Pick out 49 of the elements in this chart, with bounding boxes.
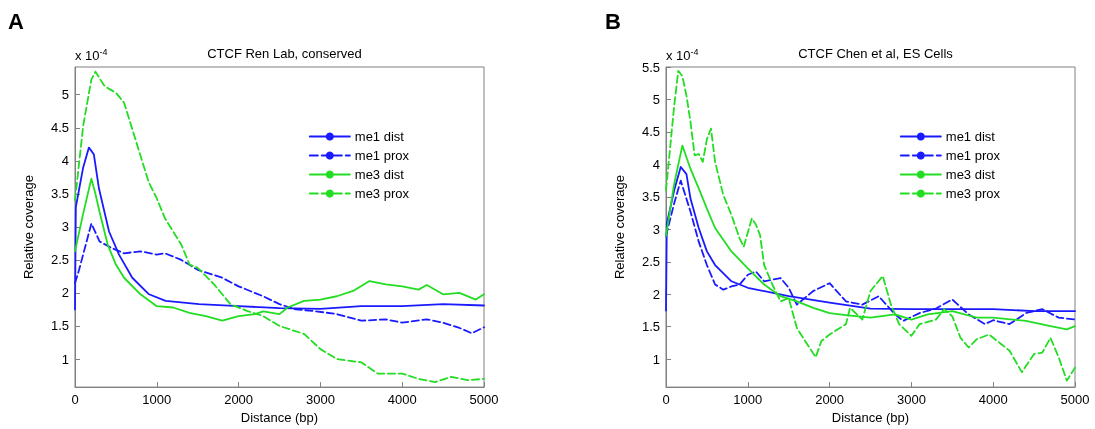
x-tick-label: 4000: [387, 392, 417, 408]
x-tick-label: 2000: [815, 392, 845, 408]
y-tick-label: 2: [61, 285, 69, 301]
y-tick-label: 4: [61, 153, 69, 169]
y-tick-label: 1: [61, 351, 69, 367]
y-tick-label: 5: [61, 87, 69, 103]
legend-label: me1 dist: [354, 129, 405, 144]
legend-label: me1 prox: [354, 148, 410, 163]
chart-title: CTCF Chen et al, ES Cells: [798, 46, 954, 61]
x-axis-title: Distance (bp): [240, 410, 319, 425]
y-tick-label: 1: [652, 351, 660, 367]
y-tick-label: 1.5: [50, 318, 69, 334]
y-axis-title: Relative coverage: [21, 175, 36, 280]
y-tick-label: 5.5: [641, 59, 660, 75]
y-tick-label: 4: [652, 156, 660, 172]
x-tick-label: 1000: [142, 392, 172, 408]
x-tick-label: 1000: [733, 392, 763, 408]
x-tick-label: 0: [71, 392, 79, 408]
y-tick-label: 3: [652, 221, 660, 237]
y-tick-label: 3.5: [641, 189, 660, 205]
x-axis-title: Distance (bp): [831, 410, 910, 425]
text: A: [8, 8, 24, 34]
x-tick-label: 3000: [305, 392, 335, 408]
legend-label: me3 dist: [354, 167, 405, 182]
x-tick-label: 4000: [978, 392, 1008, 408]
line-series: [665, 70, 1076, 382]
y-tick-label: 4.5: [641, 124, 660, 140]
legend-label: me3 prox: [945, 186, 1001, 201]
legend-label: me1 prox: [945, 148, 1001, 163]
x-tick-label: 0: [662, 392, 670, 408]
legend-label: me1 dist: [945, 129, 996, 144]
y-axis-title: Relative coverage: [612, 175, 627, 280]
x-tick-label: 3000: [896, 392, 926, 408]
y-tick-label: 2: [652, 286, 660, 302]
line-series: [74, 70, 485, 384]
y-tick-label: 2.5: [50, 252, 69, 268]
y-tick-label: 1.5: [641, 319, 660, 335]
x-tick-label: 5000: [469, 392, 499, 408]
legend-label: me3 dist: [945, 167, 996, 182]
y-tick-label: 3: [61, 219, 69, 235]
x-tick-label: 5000: [1060, 392, 1090, 408]
text: B: [605, 8, 621, 34]
y-tick-label: 3.5: [50, 186, 69, 202]
y-tick-label: 2.5: [641, 254, 660, 270]
legend-label: me3 prox: [354, 186, 410, 201]
chart-title: CTCF Ren Lab, conserved: [207, 46, 362, 61]
y-tick-label: 5: [652, 91, 660, 107]
y-tick-label: 4.5: [50, 120, 69, 136]
x-tick-label: 2000: [224, 392, 254, 408]
